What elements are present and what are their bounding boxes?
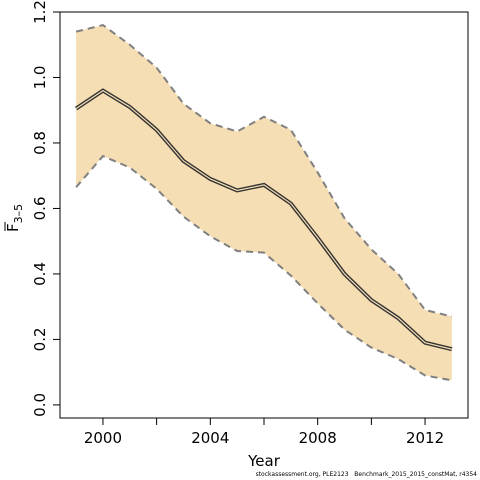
y-axis-title: F3–5: [4, 204, 25, 232]
y-tick-label: 0.0: [31, 393, 49, 417]
x-tick-label: 2004: [191, 429, 229, 447]
y-tick-label: 0.6: [31, 197, 49, 221]
svg-text:F3–5: F3–5: [4, 204, 25, 232]
y-tick-label: 1.2: [31, 0, 49, 24]
confidence-band: [76, 25, 452, 381]
x-tick-label: 2000: [84, 429, 122, 447]
y-tick-label: 0.8: [31, 131, 49, 155]
x-axis-title: Year: [247, 452, 281, 470]
x-tick-label: 2008: [299, 429, 337, 447]
lower-bound-line: [75, 154, 453, 382]
footnote: stockassessment.org, PLE2123 Benchmark_2…: [255, 471, 477, 478]
y-tick-label: 1.0: [31, 66, 49, 90]
y-tick-label: 0.2: [31, 327, 49, 351]
x-axis: 2000 2004 2008 2012: [84, 417, 444, 447]
y-tick-label: 0.4: [31, 262, 49, 286]
estimate-line-inner: [75, 89, 453, 350]
x-tick-label: 2012: [406, 429, 444, 447]
y-axis: 0.0 0.2 0.4 0.6 0.8 1.0 1.2: [31, 0, 61, 417]
upper-bound-line: [75, 24, 453, 318]
